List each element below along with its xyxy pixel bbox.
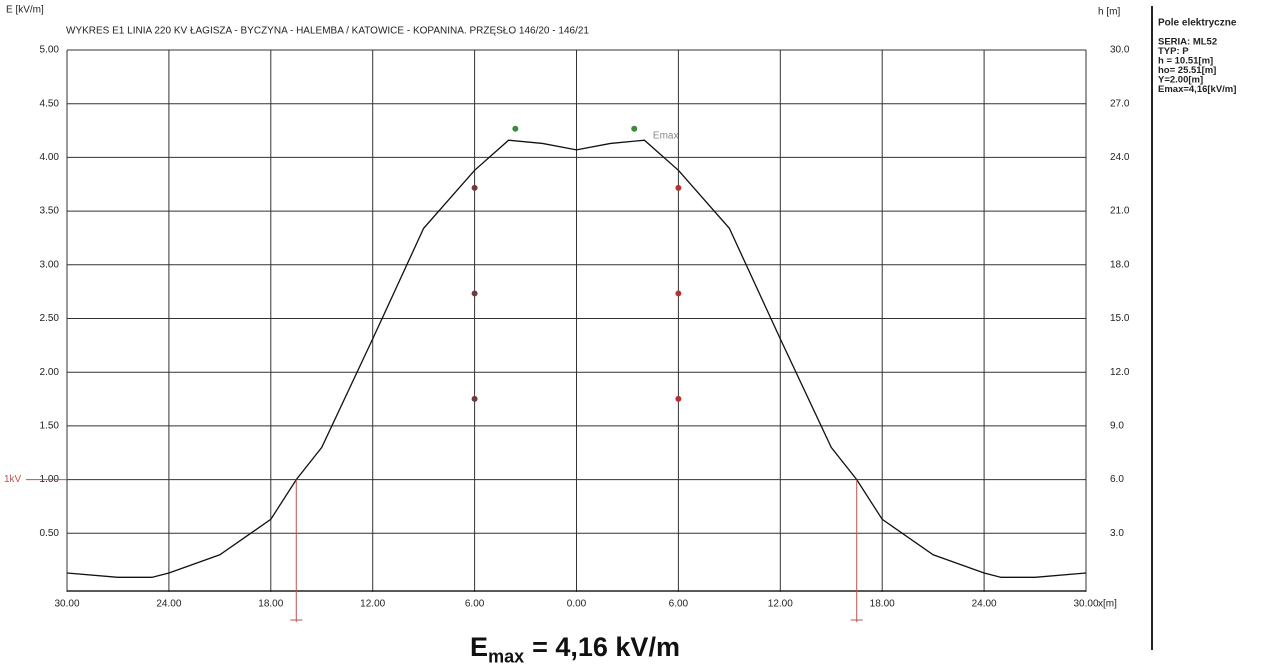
threshold-label: 1kV — [4, 474, 22, 485]
y2-tick-label: 30.0 — [1110, 45, 1130, 56]
y-tick-label: 2.50 — [40, 313, 60, 324]
chart-title: WYKRES E1 LINIA 220 KV ŁAGISZA - BYCZYNA… — [66, 26, 589, 37]
y2-tick-label: 21.0 — [1110, 206, 1130, 217]
info-line: TYP: P — [1158, 46, 1189, 57]
emax-label: Emax — [653, 131, 679, 142]
y-tick-label: 4.50 — [40, 98, 60, 109]
y-tick-label: 3.00 — [40, 259, 60, 270]
info-title: Pole elektryczne — [1158, 18, 1237, 29]
footer-main: E — [470, 632, 489, 662]
y-tick-label: 0.50 — [40, 528, 60, 539]
x-tick-label: 6.00 — [669, 599, 689, 610]
x-tick-label: 30.00 — [54, 599, 79, 610]
conductor-marker — [675, 184, 682, 191]
conductor-marker — [675, 290, 682, 297]
x-tick-label: 24.00 — [972, 599, 997, 610]
y2-tick-label: 27.0 — [1110, 98, 1130, 109]
x-tick-label: 30.00 — [1073, 599, 1098, 610]
info-line: Emax=4,16[kV/m] — [1158, 84, 1236, 95]
x-tick-label: 12.00 — [360, 599, 385, 610]
x-tick-label: 18.00 — [258, 599, 283, 610]
y-tick-label: 4.00 — [40, 152, 60, 163]
conductor-marker — [471, 290, 478, 297]
y-tick-label: 2.00 — [40, 367, 60, 378]
info-line: h = 10.51[m] — [1158, 56, 1213, 67]
footer-rest: = 4,16 kV/m — [532, 632, 680, 662]
y-tick-label: 5.00 — [40, 45, 60, 56]
conductor-marker — [512, 125, 519, 132]
x-tick-label: 0.00 — [567, 599, 587, 610]
y2-tick-label: 24.0 — [1110, 152, 1130, 163]
x-tick-label: 6.00 — [465, 599, 485, 610]
x-axis-label: x[m] — [1098, 599, 1117, 610]
y2-tick-label: 15.0 — [1110, 313, 1130, 324]
info-line: Y=2.00[m] — [1158, 75, 1203, 86]
y-tick-label: 3.50 — [40, 206, 60, 217]
curve — [66, 139, 1087, 578]
y2-tick-label: 9.0 — [1110, 421, 1124, 432]
conductor-marker — [631, 125, 638, 132]
conductor-marker — [675, 395, 682, 402]
footer-sub: max — [488, 646, 525, 667]
x-tick-label: 24.00 — [156, 599, 181, 610]
x-tick-label: 12.00 — [768, 599, 793, 610]
x-tick-label: 18.00 — [870, 599, 895, 610]
y2-tick-label: 6.0 — [1110, 474, 1124, 485]
y2-tick-label: 12.0 — [1110, 367, 1130, 378]
y2-tick-label: 3.0 — [1110, 528, 1124, 539]
y-axis-label: E [kV/m] — [6, 5, 44, 16]
conductor-marker — [471, 395, 478, 402]
footer: Emax = 4,16 kV/m — [0, 632, 1150, 667]
y-tick-label: 1.50 — [40, 421, 60, 432]
info-line: ho= 25.51[m] — [1158, 65, 1216, 76]
y2-tick-label: 18.0 — [1110, 259, 1130, 270]
conductor-marker — [471, 184, 478, 191]
y2-axis-label: h [m] — [1098, 7, 1120, 18]
info-line: SERIA: ML52 — [1158, 37, 1217, 48]
